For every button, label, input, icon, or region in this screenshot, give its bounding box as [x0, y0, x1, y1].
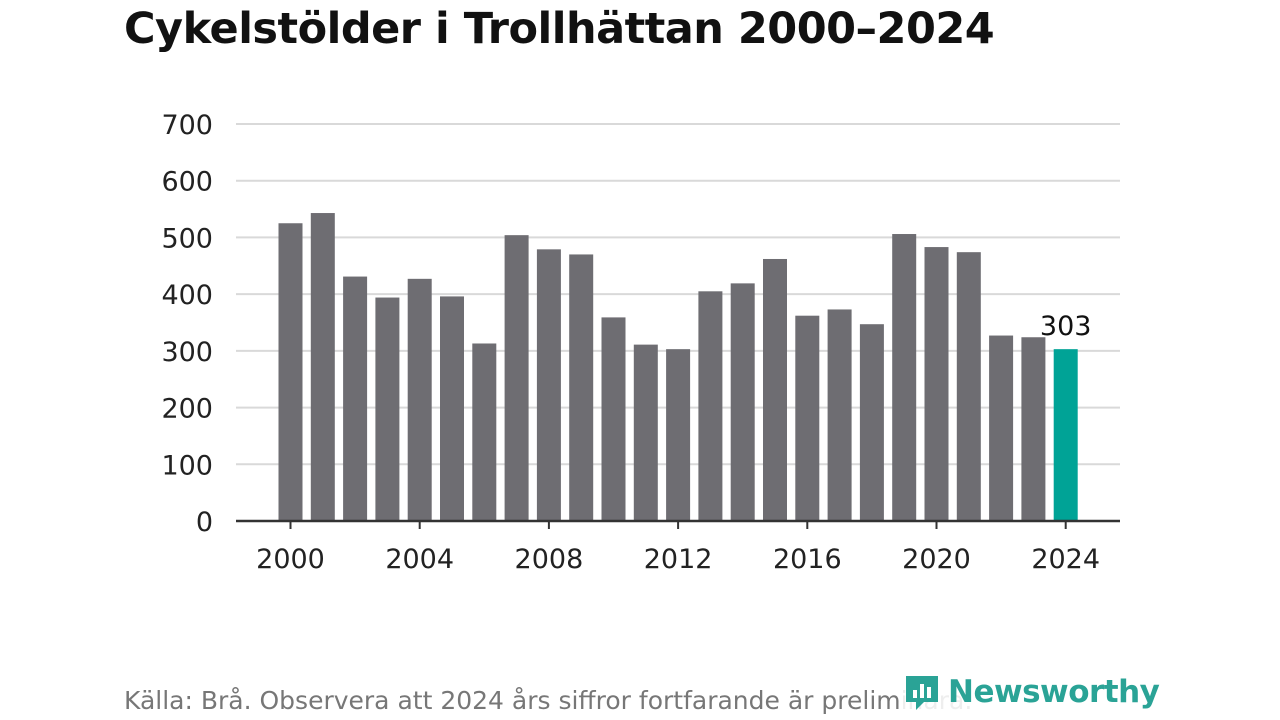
bar-2008: [536, 249, 561, 522]
y-tick-label-500: 500: [161, 223, 213, 254]
x-tick-label-2016: 2016: [773, 544, 842, 575]
bar-2002: [343, 276, 368, 521]
newsworthy-logo-icon: [906, 676, 938, 710]
y-tick-label-300: 300: [161, 337, 213, 368]
bar-2022: [989, 335, 1014, 521]
bar-2018: [859, 324, 884, 521]
bar-2010: [601, 317, 626, 521]
source-note: Källa: Brå. Observera att 2024 års siffr…: [124, 686, 973, 715]
chart-title: Cykelstölder i Trollhättan 2000–2024: [124, 4, 995, 54]
bar-2016: [795, 315, 820, 521]
bar-2014: [730, 283, 755, 521]
x-tick-label-2004: 2004: [385, 544, 454, 575]
data-label-2024: 303: [1040, 311, 1092, 342]
x-tick-label-2024: 2024: [1031, 544, 1100, 575]
x-tick-label-2008: 2008: [515, 544, 584, 575]
bar-2021: [956, 252, 981, 521]
bars: [278, 213, 1078, 522]
bar-2013: [698, 291, 723, 521]
bar-2015: [763, 258, 787, 521]
bar-2012: [666, 349, 691, 521]
bar-2003: [375, 297, 400, 521]
x-tick-label-2020: 2020: [902, 544, 971, 575]
bar-2020: [924, 247, 949, 521]
y-axis-ticks: 0 100 200 300 400 500 600 700: [161, 110, 213, 538]
x-tick-label-2000: 2000: [256, 544, 325, 575]
bar-2017: [827, 309, 852, 521]
bar-2007: [504, 235, 529, 521]
x-axis-ticks: 2000 2004 2008 2012 2016 2020 2024: [256, 521, 1100, 575]
y-tick-label-400: 400: [161, 280, 213, 311]
y-tick-label-700: 700: [161, 110, 213, 141]
bar-2023: [1021, 337, 1046, 521]
newsworthy-logo-text: Newsworthy: [948, 674, 1160, 710]
y-tick-label-0: 0: [196, 507, 213, 538]
bar-2019: [892, 234, 917, 522]
bar-2006: [472, 343, 497, 521]
y-tick-label-100: 100: [161, 450, 213, 481]
y-tick-label-200: 200: [161, 394, 213, 425]
y-tick-label-600: 600: [161, 167, 213, 198]
bar-2009: [569, 254, 594, 521]
bar-2005: [440, 296, 464, 521]
bar-2004: [407, 278, 432, 521]
bar-2011: [633, 344, 658, 521]
bar-2024: [1053, 349, 1078, 521]
newsworthy-logo: Newsworthy: [902, 672, 1164, 712]
data-labels: 303: [1040, 311, 1092, 342]
bar-2000: [278, 223, 303, 521]
bar-2001: [310, 213, 335, 521]
x-tick-label-2012: 2012: [644, 544, 713, 575]
